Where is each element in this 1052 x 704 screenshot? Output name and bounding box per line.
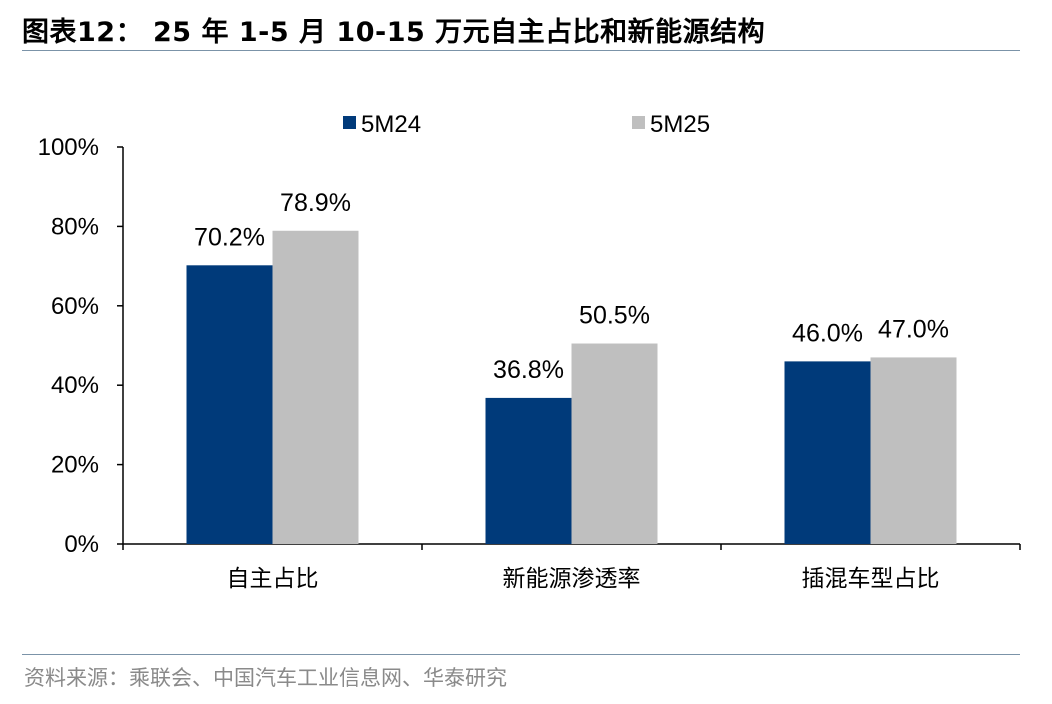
data-label: 36.8% bbox=[493, 356, 564, 384]
bar-5m24 bbox=[485, 397, 572, 544]
bar-5m24 bbox=[186, 265, 273, 544]
bar-5m25 bbox=[272, 230, 359, 544]
data-label: 47.0% bbox=[878, 315, 949, 343]
data-label: 70.2% bbox=[194, 223, 265, 251]
legend-swatch-5m25 bbox=[632, 116, 645, 129]
source-note: 资料来源：乘联会、中国汽车工业信息网、华泰研究 bbox=[24, 666, 507, 690]
x-category-label: 新能源渗透率 bbox=[503, 566, 641, 592]
footer-rule bbox=[22, 654, 1020, 655]
data-label: 50.5% bbox=[579, 302, 650, 330]
bar-5m25 bbox=[870, 357, 957, 544]
y-tick-label: 20% bbox=[51, 452, 99, 479]
legend-label: 5M24 bbox=[361, 111, 421, 138]
legend-label: 5M25 bbox=[650, 111, 710, 138]
y-tick-label: 0% bbox=[64, 531, 99, 558]
x-category-label: 插混车型占比 bbox=[802, 566, 940, 592]
header-rule bbox=[22, 50, 1020, 51]
y-tick-label: 80% bbox=[51, 213, 99, 240]
bar-5m24 bbox=[784, 361, 871, 544]
y-tick-label: 100% bbox=[38, 134, 99, 161]
chart-title: 图表12： 25 年 1-5 月 10-15 万元自主占比和新能源结构 bbox=[22, 17, 766, 48]
data-label: 78.9% bbox=[280, 189, 351, 217]
data-label: 46.0% bbox=[792, 319, 863, 347]
y-tick-label: 60% bbox=[51, 293, 99, 320]
x-category-label: 自主占比 bbox=[227, 566, 319, 592]
bar-5m25 bbox=[571, 343, 658, 544]
legend-swatch-5m24 bbox=[343, 116, 356, 129]
y-tick-label: 40% bbox=[51, 372, 99, 399]
